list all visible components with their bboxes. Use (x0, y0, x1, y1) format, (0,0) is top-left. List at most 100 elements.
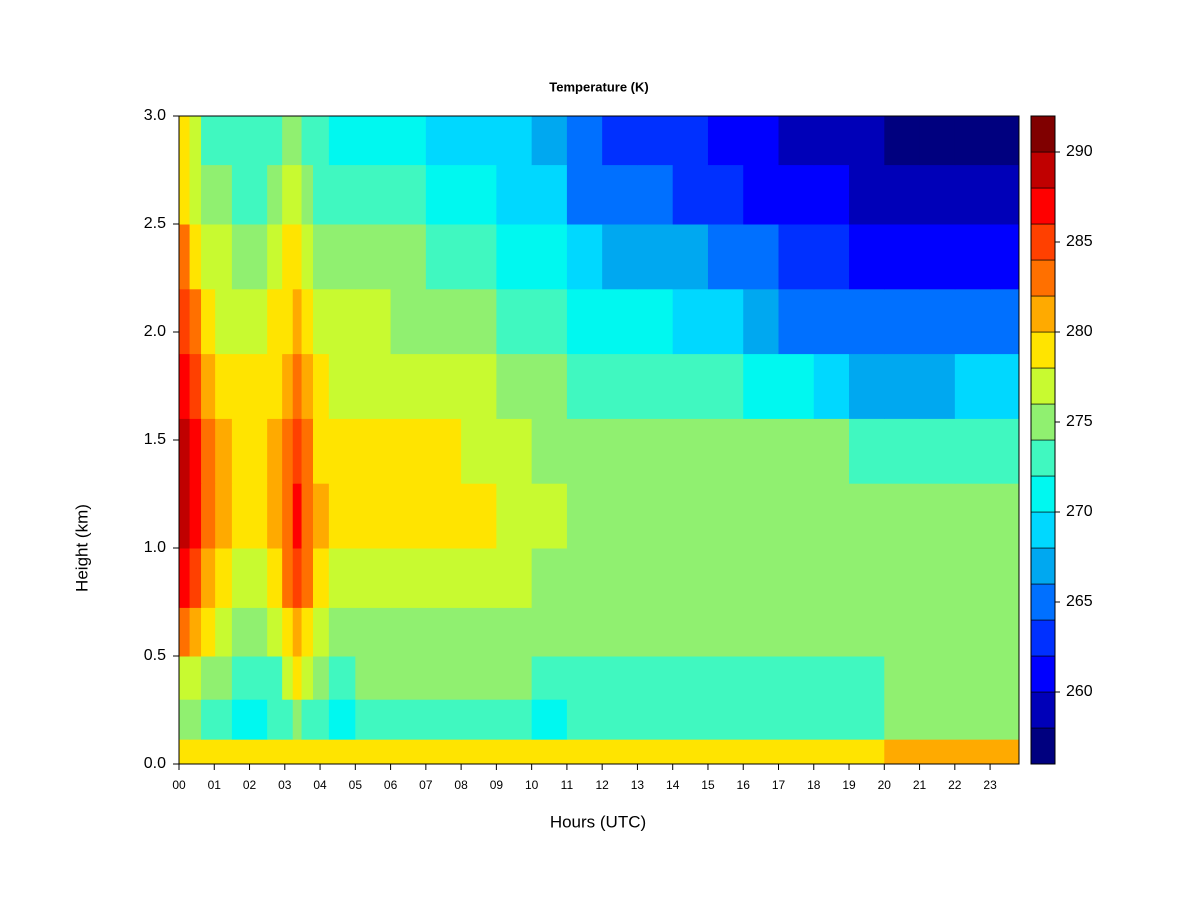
heat-cell (919, 288, 956, 355)
heat-cell (778, 483, 815, 549)
heat-cell (602, 288, 638, 355)
heat-cell (672, 607, 709, 657)
heat-cell (390, 164, 427, 225)
heat-cell (919, 656, 956, 700)
heat-cell (602, 224, 638, 290)
heat-cell (531, 164, 568, 225)
heat-cell (249, 164, 268, 225)
heat-cell (884, 353, 921, 419)
heat-cell (282, 288, 294, 355)
heat-cell (849, 483, 885, 549)
colorbar-tick-label: 270 (1066, 503, 1093, 520)
heat-cell (301, 353, 314, 419)
heat-cell (179, 548, 191, 608)
heat-cell (990, 418, 1020, 484)
heat-cell (355, 656, 392, 700)
heat-cell (566, 353, 603, 419)
heat-cell (292, 739, 303, 765)
heat-cell (884, 288, 921, 355)
heat-cell (954, 353, 991, 419)
heat-cell (425, 116, 462, 166)
heat-cell (919, 116, 956, 166)
heat-cell (496, 288, 533, 355)
colorbar-bin (1030, 439, 1056, 477)
heat-cell (390, 607, 427, 657)
colorbar-tick-label: 260 (1066, 683, 1093, 700)
heat-cell (813, 353, 850, 419)
heat-cell (461, 116, 497, 166)
heat-cell (566, 607, 603, 657)
heat-cell (743, 224, 779, 290)
heat-cell (496, 656, 533, 700)
heat-cell (743, 164, 779, 225)
chart-title: Temperature (K) (549, 79, 648, 94)
heat-cell (919, 353, 956, 419)
heat-cell (461, 224, 497, 290)
heat-cell (637, 164, 674, 225)
heat-cell (231, 288, 251, 355)
heat-cell (778, 739, 815, 765)
heat-cell (849, 418, 885, 484)
heat-cell (201, 739, 216, 765)
heat-cell (425, 418, 462, 484)
heat-cell (355, 739, 392, 765)
heat-cell (954, 739, 991, 765)
heat-cell (461, 699, 497, 740)
heat-cell (849, 739, 885, 765)
heat-cell (496, 116, 533, 166)
heat-cell (292, 288, 303, 355)
heat-cell (292, 699, 303, 740)
heat-cell (231, 607, 251, 657)
heat-cell (813, 607, 850, 657)
heat-cell (637, 288, 674, 355)
heat-cell (602, 699, 638, 740)
heat-cell (189, 164, 202, 225)
heat-cell (215, 164, 233, 225)
y-tick-label: 1.5 (144, 431, 166, 448)
heat-cell (355, 116, 392, 166)
heat-cell (313, 607, 330, 657)
heat-cell (849, 699, 885, 740)
heat-cell (231, 548, 251, 608)
colorbar-tick-label: 285 (1066, 233, 1093, 250)
heat-cell (954, 418, 991, 484)
heat-cell (201, 699, 216, 740)
x-tick-label: 23 (983, 778, 997, 792)
heat-cell (267, 224, 283, 290)
heat-cell (602, 656, 638, 700)
heat-cell (461, 548, 497, 608)
heat-cell (179, 483, 191, 549)
heat-cell (249, 483, 268, 549)
heat-cell (249, 739, 268, 765)
heat-cell (201, 607, 216, 657)
heat-cell (496, 607, 533, 657)
heat-cell (637, 224, 674, 290)
heat-cell (425, 164, 462, 225)
heat-cell (425, 607, 462, 657)
y-tick-label: 0.0 (144, 755, 166, 772)
heat-cell (282, 607, 294, 657)
heat-cell (390, 739, 427, 765)
heat-cell (355, 699, 392, 740)
colorbar-bin (1030, 583, 1056, 621)
heat-cell (313, 164, 330, 225)
heat-cell (884, 739, 921, 765)
heat-cell (672, 288, 709, 355)
heat-cell (566, 483, 603, 549)
heat-cell (990, 353, 1020, 419)
heat-cell (637, 739, 674, 765)
heat-cell (672, 699, 709, 740)
heat-cell (179, 656, 191, 700)
heat-cell (328, 739, 356, 765)
heat-cell (201, 224, 216, 290)
x-tick-label: 22 (948, 778, 962, 792)
heat-cell (390, 288, 427, 355)
heat-cell (282, 418, 294, 484)
colorbar-bin (1030, 367, 1056, 405)
heat-cell (249, 656, 268, 700)
heat-cell (313, 353, 330, 419)
heat-cell (990, 548, 1020, 608)
heat-cell (743, 288, 779, 355)
heat-cell (496, 164, 533, 225)
heat-cell (267, 288, 283, 355)
